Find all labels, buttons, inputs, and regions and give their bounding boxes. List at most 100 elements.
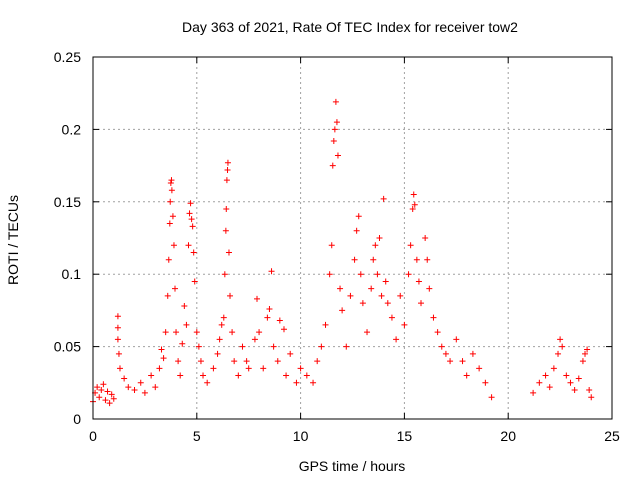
data-point [447, 358, 454, 365]
data-point [343, 343, 350, 350]
data-point [235, 372, 242, 379]
data-point [224, 159, 231, 166]
axis-ticks: 0 5 10 15 20 25 0 0.05 0.1 0.15 0.2 0.25 [54, 49, 620, 444]
y-axis-label: ROTI / TECUs [5, 195, 21, 285]
data-point [165, 256, 172, 263]
data-point [200, 372, 207, 379]
x-tick-label: 5 [193, 428, 201, 444]
data-point [422, 235, 429, 241]
data-point [430, 314, 437, 321]
data-point [426, 285, 433, 292]
data-point [106, 400, 113, 407]
data-point [283, 372, 290, 379]
data-point [173, 329, 180, 336]
data-point [459, 358, 466, 365]
data-point [588, 394, 595, 401]
data-point [156, 365, 163, 372]
data-point [567, 379, 574, 386]
data-point [328, 242, 335, 249]
data-point [318, 343, 325, 350]
y-tick-label: 0.1 [62, 266, 82, 282]
data-point [329, 162, 336, 169]
data-point [351, 256, 358, 263]
data-point [260, 365, 267, 372]
data-point [186, 210, 193, 217]
data-point [530, 389, 537, 396]
data-point [204, 379, 211, 386]
data-point [108, 391, 115, 398]
x-tick-label: 0 [89, 428, 97, 444]
data-point [141, 389, 148, 396]
data-point [115, 350, 122, 357]
data-point [214, 350, 221, 357]
data-point [195, 343, 202, 350]
data-point [167, 179, 174, 186]
data-point [172, 285, 179, 292]
y-tick-label: 0.2 [62, 121, 82, 137]
data-point [359, 300, 366, 307]
data-point [96, 394, 103, 401]
data-point [310, 379, 317, 386]
x-tick-label: 15 [397, 428, 413, 444]
data-point [227, 292, 234, 299]
data-point [393, 336, 400, 343]
data-point [584, 346, 591, 353]
data-point [254, 295, 261, 302]
data-point [191, 278, 198, 285]
data-point [218, 321, 225, 328]
data-point [110, 395, 117, 402]
data-point [332, 98, 339, 105]
data-point [229, 329, 236, 336]
data-points [90, 98, 595, 407]
data-point [179, 340, 186, 347]
chart-title: Day 363 of 2021, Rate Of TEC Index for r… [182, 19, 518, 35]
data-point [333, 119, 340, 126]
data-point [374, 271, 381, 278]
data-point [303, 372, 310, 379]
data-point [264, 314, 271, 321]
data-point [563, 372, 570, 379]
data-point [185, 242, 192, 249]
data-point [326, 271, 333, 278]
data-point [469, 350, 476, 357]
data-point [104, 388, 111, 395]
data-point [586, 387, 593, 394]
data-point [222, 227, 229, 234]
data-point [550, 365, 557, 372]
data-point [189, 223, 196, 230]
data-point [287, 350, 294, 357]
data-point [575, 375, 582, 382]
data-point [225, 249, 232, 256]
data-point [407, 242, 414, 249]
y-tick-label: 0.25 [54, 49, 81, 65]
data-point [401, 321, 408, 328]
data-point [488, 394, 495, 401]
data-point [334, 152, 341, 159]
data-point [177, 372, 184, 379]
data-point [114, 324, 121, 331]
data-point [424, 256, 431, 263]
data-point [355, 213, 362, 220]
data-point [579, 358, 586, 365]
data-point [169, 213, 176, 220]
y-tick-label: 0.05 [54, 339, 81, 355]
data-point [100, 381, 107, 388]
y-tick-label: 0 [73, 411, 81, 427]
data-point [397, 292, 404, 299]
data-point [546, 384, 553, 391]
data-point [114, 313, 121, 320]
data-point [368, 285, 375, 292]
data-point [167, 198, 174, 205]
data-point [463, 372, 470, 379]
data-point [223, 206, 230, 213]
data-point [164, 292, 171, 299]
data-point [274, 358, 281, 365]
data-point [314, 358, 321, 365]
data-point [102, 397, 109, 404]
data-point [221, 271, 228, 278]
data-point [418, 300, 425, 307]
data-point [380, 195, 387, 202]
data-point [231, 358, 238, 365]
data-point [251, 336, 258, 343]
